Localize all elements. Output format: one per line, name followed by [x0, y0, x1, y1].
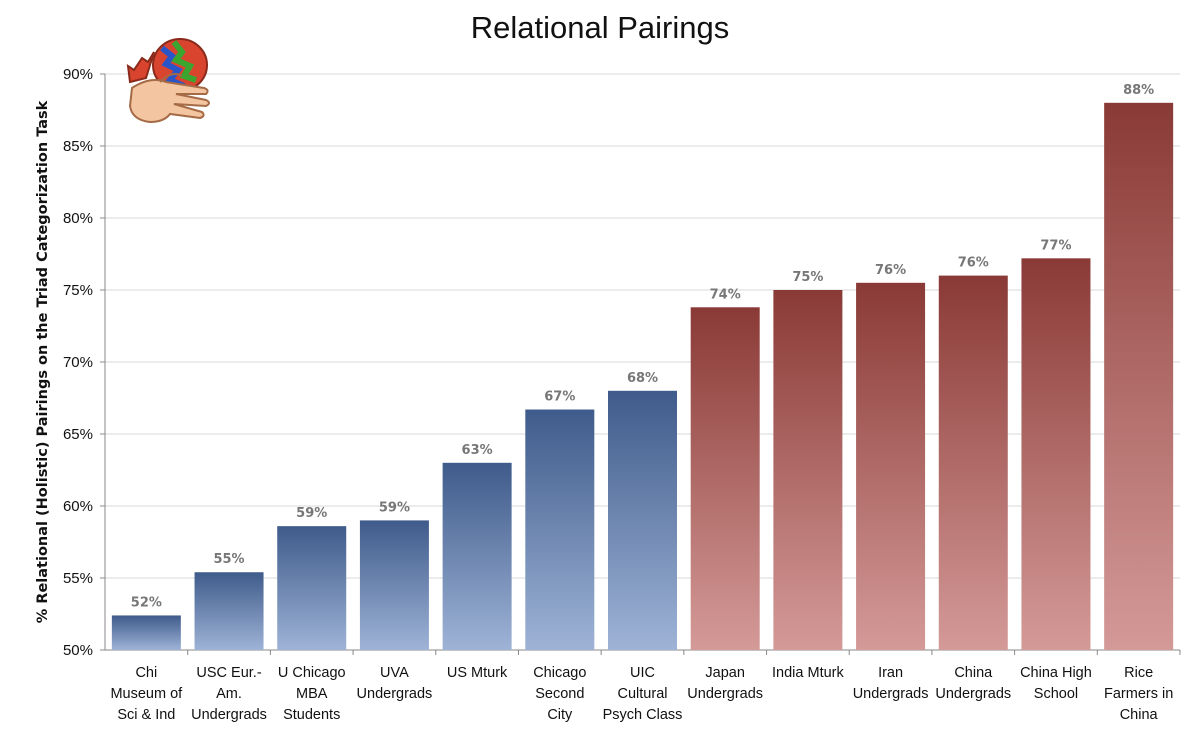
y-tick-label: 50% [63, 642, 93, 659]
x-tick-label: USC Eur.-Am. Undergrads [191, 665, 267, 723]
y-tick-label: 75% [63, 282, 93, 299]
x-tick-label: UIC Cultural Psych Class [603, 665, 683, 723]
bar [111, 615, 181, 650]
x-tick-label: Rice Farmers in China [1104, 665, 1173, 723]
x-tick-label: China Undergrads [935, 665, 1011, 702]
y-tick-label: 60% [63, 498, 93, 515]
y-tick-label: 80% [63, 210, 93, 227]
bar [194, 572, 264, 650]
bar [856, 282, 926, 650]
bar [1021, 258, 1091, 650]
data-label: 77% [1040, 238, 1071, 253]
x-tick-label: Chicago Second City [533, 665, 586, 723]
chart-title: Relational Pairings [470, 10, 730, 45]
bar [690, 307, 760, 650]
y-tick-label: 90% [63, 66, 93, 83]
data-label: 59% [296, 506, 327, 521]
data-labels: 52% 55% 59% 59% 63% 67% 68% 74% 75% 76% 76% 77% 88% [131, 83, 1154, 611]
data-label: 52% [131, 595, 162, 610]
data-label: 68% [627, 371, 658, 386]
y-tick-label: 55% [63, 570, 93, 587]
data-label: 55% [213, 552, 244, 567]
data-label: 63% [462, 443, 493, 458]
y-axis-ticks: 50% 55% 60% 65% 70% 75% 80% 85% 90% [63, 66, 93, 659]
x-tick-label: U Chicago MBA Students [278, 665, 346, 723]
bar [773, 290, 843, 650]
x-tick-label: Chi Museum of Sci & Ind [110, 665, 183, 723]
bar [442, 462, 512, 650]
bar [938, 275, 1008, 650]
x-tick-label: UVA Undergrads [357, 665, 433, 702]
data-label: 59% [379, 500, 410, 515]
data-label: 67% [544, 390, 575, 405]
data-label: 76% [875, 263, 906, 278]
bar [277, 526, 347, 650]
data-label: 74% [710, 287, 741, 302]
hand-brain-icon [126, 38, 210, 124]
x-tick-label: Japan Undergrads [687, 665, 763, 702]
bar [1104, 102, 1174, 651]
y-tick-label: 85% [63, 138, 93, 155]
data-label: 76% [958, 256, 989, 271]
y-tick-label: 70% [63, 354, 93, 371]
bar [359, 520, 429, 650]
bars [111, 102, 1174, 651]
x-tick-label: India Mturk [772, 665, 844, 681]
bar [608, 390, 677, 650]
data-label: 88% [1123, 83, 1154, 98]
y-axis-title: % Relational (Holistic) Pairings on the … [35, 100, 51, 623]
bar [525, 409, 595, 650]
x-tick-label: Iran Undergrads [853, 665, 929, 702]
x-tick-label: China High School [1020, 665, 1092, 702]
y-tick-label: 65% [63, 426, 93, 443]
x-tick-label: US Mturk [447, 665, 508, 681]
data-label: 75% [792, 270, 823, 285]
